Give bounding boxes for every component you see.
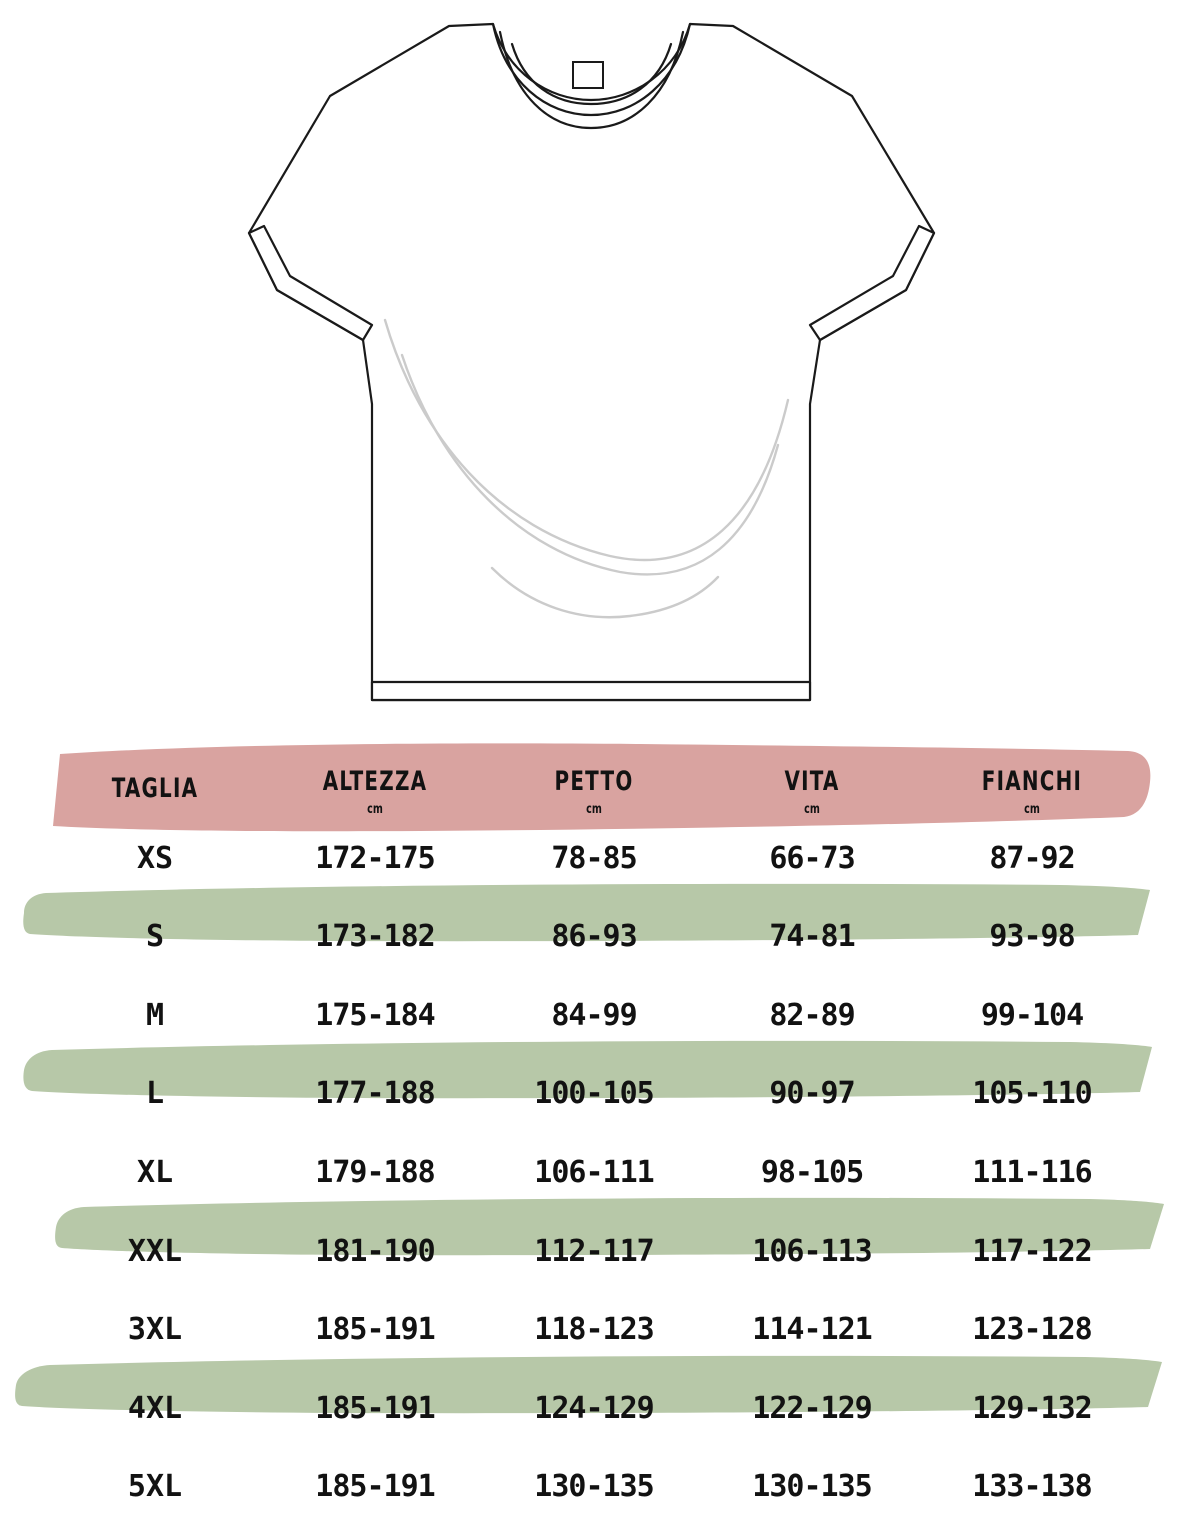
row-size-label: 5XL — [127, 1469, 183, 1505]
column-header-vita-label: VITA — [784, 765, 840, 797]
table-row: 5XL 185-191 130-135 130-135 133-138 — [0, 1464, 1200, 1510]
row-size-label: XS — [136, 840, 174, 876]
row-value-altezza: 177-188 — [315, 1076, 435, 1112]
row-value-altezza: 185-191 — [315, 1312, 435, 1348]
collar-ribbing — [491, 22, 692, 130]
column-header-taglia-label: TAGLIA — [111, 773, 199, 804]
hem-band — [370, 680, 812, 702]
row-value-altezza: 173-182 — [315, 919, 435, 955]
table-row: S 173-182 86-93 74-81 93-98 — [0, 914, 1200, 960]
column-header-altezza-label: ALTEZZA — [322, 765, 428, 797]
row-size-label: XL — [136, 1154, 174, 1190]
tshirt-body-outline — [247, 22, 936, 702]
row-value-vita: 82-89 — [769, 997, 855, 1033]
row-value-vita: 114-121 — [752, 1312, 872, 1348]
table-row: 3XL 185-191 118-123 114-121 123-128 — [0, 1307, 1200, 1353]
column-header-fianchi: FIANCHI cm — [942, 766, 1122, 817]
row-value-fianchi: 129-132 — [972, 1390, 1092, 1426]
row-size-label: S — [145, 919, 165, 955]
table-row: M 175-184 84-99 82-89 99-104 — [0, 992, 1200, 1038]
row-size-label: L — [145, 1076, 165, 1112]
row-value-petto: 84-99 — [551, 997, 637, 1033]
row-value-petto: 86-93 — [551, 919, 637, 955]
row-value-fianchi: 117-122 — [972, 1233, 1092, 1269]
row-value-petto: 130-135 — [534, 1469, 654, 1505]
row-value-vita: 90-97 — [769, 1076, 855, 1112]
row-value-vita: 98-105 — [760, 1154, 864, 1190]
row-value-fianchi: 87-92 — [989, 840, 1075, 876]
table-row: L 177-188 100-105 90-97 105-110 — [0, 1071, 1200, 1117]
row-value-fianchi: 99-104 — [980, 997, 1084, 1033]
row-value-vita: 130-135 — [752, 1469, 872, 1505]
row-value-fianchi: 105-110 — [972, 1076, 1092, 1112]
column-header-petto: PETTO cm — [504, 766, 684, 817]
fabric-fold-lines — [383, 318, 790, 619]
table-row: XS 172-175 78-85 66-73 87-92 — [0, 835, 1200, 881]
tshirt-illustration — [0, 0, 1200, 730]
table-row: XL 179-188 106-111 98-105 111-116 — [0, 1149, 1200, 1195]
row-size-label: 3XL — [127, 1312, 183, 1348]
table-header-row: TAGLIA ALTEZZA cm PETTO cm VITA cm FIANC… — [0, 752, 1200, 830]
column-header-petto-label: PETTO — [554, 765, 634, 797]
row-value-vita: 122-129 — [752, 1390, 872, 1426]
column-header-vita-unit: cm — [804, 801, 820, 817]
row-value-vita: 66-73 — [769, 840, 855, 876]
row-value-fianchi: 93-98 — [989, 919, 1075, 955]
row-value-petto: 124-129 — [534, 1390, 654, 1426]
row-value-petto: 118-123 — [534, 1312, 654, 1348]
row-value-petto: 100-105 — [534, 1076, 654, 1112]
row-value-altezza: 179-188 — [315, 1154, 435, 1190]
row-value-vita: 106-113 — [752, 1233, 872, 1269]
table-row: 4XL 185-191 124-129 122-129 129-132 — [0, 1385, 1200, 1431]
row-value-altezza: 185-191 — [315, 1390, 435, 1426]
neck-label-tag — [572, 61, 604, 89]
column-header-petto-unit: cm — [586, 801, 602, 817]
row-size-label: M — [145, 997, 165, 1033]
column-header-taglia: TAGLIA — [65, 773, 245, 809]
row-value-petto: 112-117 — [534, 1233, 654, 1269]
sleeve-cuff-left — [247, 224, 374, 342]
column-header-fianchi-label: FIANCHI — [981, 765, 1083, 797]
row-value-altezza: 185-191 — [315, 1469, 435, 1505]
row-value-petto: 106-111 — [534, 1154, 654, 1190]
row-size-label: XXL — [127, 1233, 183, 1269]
table-row: XXL 181-190 112-117 106-113 117-122 — [0, 1228, 1200, 1274]
column-header-altezza: ALTEZZA cm — [285, 766, 465, 817]
column-header-fianchi-unit: cm — [1024, 801, 1040, 817]
row-value-altezza: 172-175 — [315, 840, 435, 876]
size-chart-table: TAGLIA ALTEZZA cm PETTO cm VITA cm FIANC… — [0, 730, 1200, 1531]
row-value-altezza: 175-184 — [315, 997, 435, 1033]
sleeve-cuff-right — [808, 224, 936, 342]
row-value-petto: 78-85 — [551, 840, 637, 876]
row-size-label: 4XL — [127, 1390, 183, 1426]
row-value-fianchi: 123-128 — [972, 1312, 1092, 1348]
row-value-vita: 74-81 — [769, 919, 855, 955]
column-header-altezza-unit: cm — [367, 801, 383, 817]
row-value-altezza: 181-190 — [315, 1233, 435, 1269]
row-value-fianchi: 133-138 — [972, 1469, 1092, 1505]
row-value-fianchi: 111-116 — [972, 1154, 1092, 1190]
column-header-vita: VITA cm — [722, 766, 902, 817]
